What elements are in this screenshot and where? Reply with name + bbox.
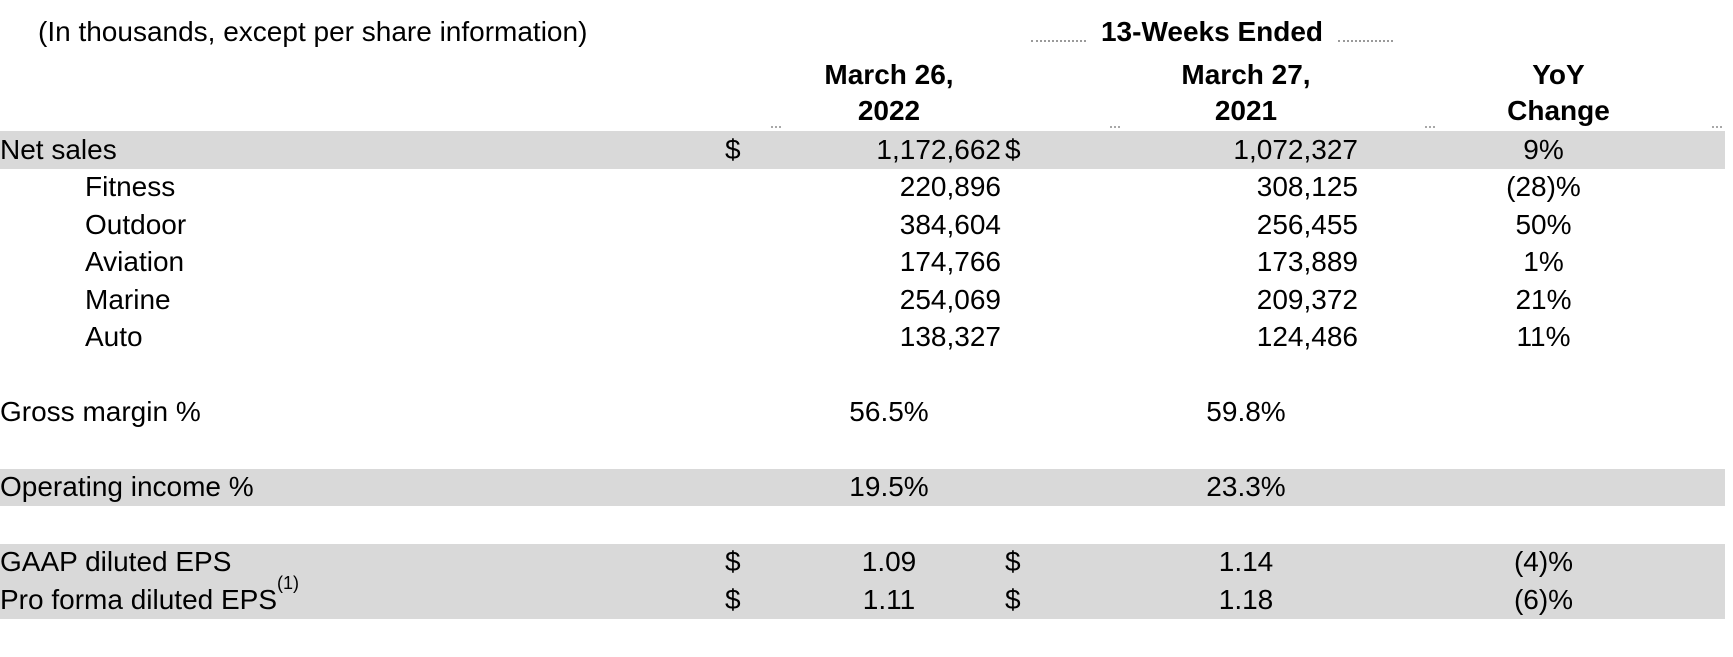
row-label: GAAP diluted EPS — [0, 543, 725, 581]
dotted-tick — [771, 126, 781, 128]
dollar-sign — [725, 394, 773, 432]
period-header: 13-Weeks Ended — [712, 16, 1712, 48]
dotted-line-right — [1338, 40, 1394, 42]
value-2021: 173,889 — [1256, 246, 1358, 278]
spacer-row — [0, 431, 1725, 469]
row-label: Outdoor — [85, 208, 187, 240]
value-2022: 174,766 — [899, 246, 1001, 278]
value-2021: 308,125 — [1256, 171, 1358, 203]
table-row-gaap-eps: GAAP diluted EPS $ 1.09 $ 1.14 (4)% — [0, 543, 1725, 581]
dotted-tick — [1110, 126, 1120, 128]
value-2021: 23.3% — [1130, 468, 1362, 506]
table-row-proforma-eps: Pro forma diluted EPS(1) $ 1.11 $ 1.18 (… — [0, 574, 1725, 619]
yoy-value: (6)% — [1362, 581, 1725, 619]
row-label: Auto — [85, 321, 143, 353]
yoy-value: 1% — [1523, 246, 1564, 278]
footnote-marker: (1) — [277, 573, 300, 594]
financial-results-table: Net sales $ 1,172,662 $ 1,072,327 9% Fit… — [0, 131, 1725, 619]
table-row-auto: Auto 138,327 124,486 11% — [0, 319, 1725, 357]
table-row-fitness: Fitness 220,896 308,125 (28)% — [0, 169, 1725, 207]
spacer-row — [0, 506, 1725, 544]
yoy-value: (4)% — [1362, 543, 1725, 581]
value-2022: 384,604 — [899, 208, 1001, 240]
dollar-sign — [1005, 468, 1130, 506]
yoy-value: 50% — [1515, 208, 1572, 240]
dollar-sign — [1005, 244, 1130, 282]
row-label: Operating income % — [0, 468, 725, 506]
value-2021: 1,072,327 — [1130, 131, 1362, 169]
dollar-sign: $ — [725, 581, 773, 619]
row-label: Aviation — [85, 246, 185, 278]
yoy-value: 11% — [1516, 321, 1571, 353]
period-label: 13-Weeks Ended — [1100, 16, 1324, 47]
dotted-tick — [1712, 126, 1722, 128]
dollar-sign: $ — [1005, 131, 1130, 169]
value-2022: 1.11 — [773, 581, 1005, 619]
dollar-sign: $ — [725, 131, 773, 169]
value-2022: 56.5% — [849, 396, 929, 428]
dollar-sign — [725, 281, 773, 319]
table-row-net-sales: Net sales $ 1,172,662 $ 1,072,327 9% — [0, 131, 1725, 169]
yoy-value: (28)% — [1506, 171, 1581, 203]
yoy-value: 21% — [1515, 283, 1572, 315]
dollar-sign — [1005, 169, 1130, 207]
row-label-text: Pro forma diluted EPS — [0, 583, 278, 615]
dollar-sign — [1005, 394, 1130, 432]
column-header-2021: March 27, 2021 — [1181, 59, 1311, 126]
dollar-sign: $ — [725, 543, 773, 581]
dollar-sign — [725, 319, 773, 357]
yoy-value — [1362, 394, 1725, 432]
value-2021: 256,455 — [1256, 208, 1358, 240]
dollar-sign — [725, 244, 773, 282]
column-header-yoy: YoY Change — [1507, 59, 1610, 126]
value-2022: 19.5% — [773, 468, 1005, 506]
dollar-sign — [1005, 319, 1130, 357]
value-2022: 1,172,662 — [773, 131, 1005, 169]
yoy-value: 9% — [1362, 131, 1725, 169]
value-2021: 209,372 — [1256, 283, 1358, 315]
value-2021: 1.18 — [1130, 581, 1362, 619]
dollar-sign — [725, 169, 773, 207]
row-label: Marine — [85, 283, 171, 315]
value-2022: 220,896 — [899, 171, 1001, 203]
value-2021: 1.14 — [1130, 543, 1362, 581]
row-label: Fitness — [85, 171, 176, 203]
table-row-aviation: Aviation 174,766 173,889 1% — [0, 244, 1725, 282]
value-2022: 1.09 — [773, 543, 1005, 581]
column-header-2022: March 26, 2022 — [824, 59, 954, 126]
yoy-value — [1362, 468, 1725, 506]
dollar-sign — [1005, 281, 1130, 319]
dollar-sign: $ — [1005, 543, 1130, 581]
dollar-sign: $ — [1005, 581, 1130, 619]
dotted-line-left — [1030, 40, 1086, 42]
table-row-gross-margin: Gross margin % 56.5% 59.8% — [0, 394, 1725, 432]
dollar-sign — [725, 206, 773, 244]
table-row-outdoor: Outdoor 384,604 256,455 50% — [0, 206, 1725, 244]
row-label: Net sales — [0, 131, 725, 169]
table-row-operating-income: Operating income % 19.5% 23.3% — [0, 468, 1725, 506]
dollar-sign — [1005, 206, 1130, 244]
value-2021: 124,486 — [1256, 321, 1358, 353]
row-label: Gross margin % — [0, 396, 201, 428]
row-label: Pro forma diluted EPS(1) — [0, 574, 725, 619]
table-row-marine: Marine 254,069 209,372 21% — [0, 281, 1725, 319]
spacer-row — [0, 356, 1725, 394]
value-2022: 138,327 — [899, 321, 1001, 353]
value-2021: 59.8% — [1206, 396, 1286, 428]
units-note: (In thousands, except per share informat… — [38, 16, 588, 47]
dollar-sign — [725, 468, 773, 506]
value-2022: 254,069 — [899, 283, 1001, 315]
dotted-tick — [1425, 126, 1435, 128]
